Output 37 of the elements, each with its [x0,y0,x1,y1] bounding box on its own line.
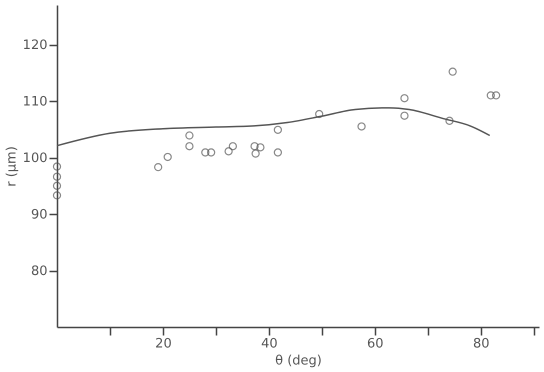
point [315,110,324,118]
point [256,143,265,152]
point [274,148,282,157]
point [274,126,282,134]
x-axis-title: θ (deg) [275,354,322,368]
point [224,147,233,156]
y-tick-label: 80 [30,264,48,280]
line-series [56,107,490,146]
point [400,112,409,120]
y-tick-label: 110 [22,94,48,110]
point [52,172,62,181]
point [228,142,237,150]
point [448,68,457,76]
point [207,148,216,157]
y-tick-label: 90 [30,208,48,223]
point [154,163,162,172]
point [400,94,409,102]
x-tick-label: 80 [472,336,490,352]
y-tick-label: 120 [22,38,48,54]
point [445,116,454,125]
point [185,142,194,150]
point [52,182,62,190]
point [201,148,210,157]
y-axis-title: r (μm) [4,146,20,187]
x-tick-label: 40 [261,336,278,352]
y-tick-label: 100 [22,151,48,166]
point [357,122,366,131]
point [185,131,194,140]
point [492,91,500,100]
point [164,152,172,162]
point [52,162,62,171]
point [251,149,260,158]
x-tick-label: 60 [367,336,384,352]
x-tick-label: 20 [155,336,172,352]
point [250,142,259,150]
point [486,91,495,100]
point [52,191,62,200]
